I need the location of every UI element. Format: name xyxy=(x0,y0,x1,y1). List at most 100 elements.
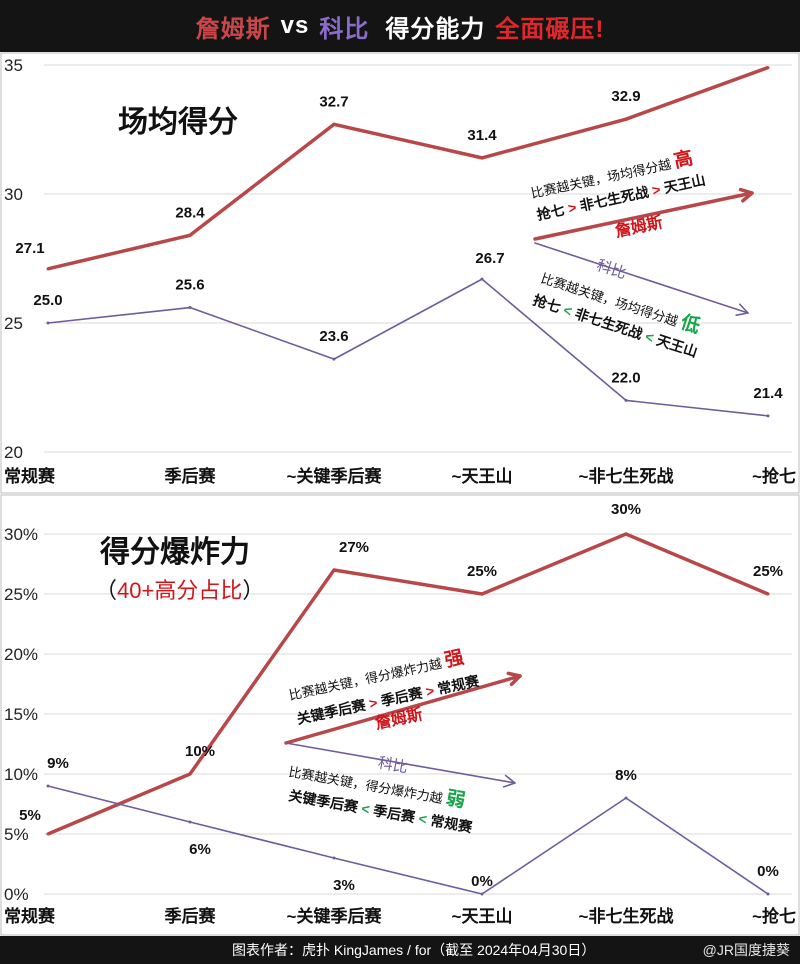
data-label: 22.0 xyxy=(611,369,640,386)
comparison-token: > xyxy=(420,681,439,700)
comparison-token: 常规赛 xyxy=(429,812,474,835)
x-category-label: 常规赛 xyxy=(4,906,56,926)
chart-footer: 图表作者：虎扑 KingJames / for（截至 2024年04月30日） … xyxy=(0,936,800,964)
annotation-arrow-james-shaft xyxy=(533,191,754,241)
data-point xyxy=(188,233,192,237)
data-point xyxy=(766,592,770,596)
data-point xyxy=(188,772,192,776)
x-category-label: ~天王山 xyxy=(452,467,513,486)
annotation-arrow-james-shaft xyxy=(284,674,522,745)
series-line-james xyxy=(47,65,769,271)
x-category-label: ~抢七 xyxy=(752,466,796,486)
data-label: 32.9 xyxy=(611,88,640,105)
data-point xyxy=(766,414,770,418)
data-point xyxy=(766,892,770,896)
chart-credit: 图表作者：虎扑 KingJames / for（截至 2024年04月30日） xyxy=(232,942,596,958)
banner-claim: 全面碾压! xyxy=(495,15,605,43)
chart-banner-title: 詹姆斯 vs 科比 得分能力 全面碾压! xyxy=(0,0,800,52)
annotation-arrow-kobe-head xyxy=(735,303,749,316)
data-point xyxy=(480,277,484,281)
y-tick-label: 10% xyxy=(4,765,38,784)
annotation-emphasis: 高 xyxy=(672,146,695,172)
data-point xyxy=(624,532,628,536)
annotation-kobe-name: 科比 xyxy=(377,755,410,777)
x-category-label: ~天王山 xyxy=(452,907,513,926)
watermark: @JR国度捷葵 xyxy=(702,942,790,958)
x-category-label: ~抢七 xyxy=(752,906,796,926)
x-category-label: ~关键季后赛 xyxy=(287,906,383,926)
data-label: 0% xyxy=(471,873,493,890)
data-point xyxy=(188,820,192,824)
subtitle-part: ） xyxy=(242,578,264,603)
x-category-label: 常规赛 xyxy=(4,466,56,486)
x-category-label: 季后赛 xyxy=(165,906,217,926)
chart-area: 20 25 30 35 常规赛 季后赛 ~关键季后赛 ~天王山 ~非七生死战 ~抢七 场均得分 27.… xyxy=(0,52,800,936)
comparison-token: 季后赛 xyxy=(371,802,417,825)
data-point xyxy=(332,357,336,361)
comparison-token: > xyxy=(563,198,582,217)
y-tick-label: 5% xyxy=(4,825,29,844)
y-tick-label: 35 xyxy=(4,56,23,75)
banner-kobe: 科比 xyxy=(319,15,370,43)
data-point xyxy=(624,117,628,121)
annotation-arrow-kobe-shaft xyxy=(534,242,749,314)
x-category-label: ~非七生死战 xyxy=(579,906,674,926)
y-tick-label: 20 xyxy=(4,443,23,462)
subtitle-part: （ xyxy=(95,578,117,603)
data-point xyxy=(624,398,628,402)
data-point xyxy=(480,592,484,596)
data-label: 34.9 xyxy=(753,52,782,54)
annotation-arrow-kobe-head xyxy=(502,774,516,788)
data-label: 25.0 xyxy=(33,292,62,309)
comparison-token: < xyxy=(414,809,433,828)
y-tick-label: 30% xyxy=(4,525,38,544)
x-category-label: 季后赛 xyxy=(165,466,217,486)
data-point xyxy=(332,856,336,860)
data-label: 28.4 xyxy=(175,204,205,221)
data-label: 3% xyxy=(333,877,355,894)
data-label: 25% xyxy=(467,563,497,580)
series-line-james xyxy=(47,532,769,836)
data-label: 10% xyxy=(185,743,215,760)
data-label: 5% xyxy=(19,807,41,824)
comparison-token: 抢七 xyxy=(535,201,566,222)
comparison-token: < xyxy=(558,300,578,320)
banner-vs: vs xyxy=(280,12,310,39)
chart-panel xyxy=(0,494,800,936)
y-tick-label: 0% xyxy=(4,885,29,904)
annotation-emphasis: 强 xyxy=(443,646,466,671)
banner-subject: 得分能力 xyxy=(385,15,486,43)
data-point xyxy=(46,784,50,788)
chart-subtitle: （40+高分占比） xyxy=(95,578,264,603)
data-point xyxy=(46,832,50,836)
data-label: 30% xyxy=(611,501,641,518)
data-point xyxy=(480,892,484,896)
comparison-token: > xyxy=(647,180,666,199)
annotation-arrow-james-head xyxy=(738,187,754,203)
chart-panel xyxy=(0,52,800,494)
y-tick-label: 30 xyxy=(4,185,23,204)
data-label: 21.4 xyxy=(753,385,783,402)
series-line-kobe xyxy=(47,278,769,417)
data-point xyxy=(332,568,336,572)
y-tick-label: 25% xyxy=(4,585,38,604)
comparison-token: < xyxy=(356,799,375,818)
data-label: 25.6 xyxy=(175,277,204,294)
data-point xyxy=(766,66,770,70)
data-label: 25% xyxy=(753,563,783,580)
y-tick-label: 20% xyxy=(4,645,38,664)
data-label: 32.7 xyxy=(319,93,348,110)
data-label: 27.1 xyxy=(15,240,44,257)
banner-james: 詹姆斯 xyxy=(195,15,271,43)
data-point xyxy=(480,156,484,160)
subtitle-part: 40+高分占比 xyxy=(117,578,242,603)
data-label: 6% xyxy=(189,841,211,858)
data-point xyxy=(46,267,50,271)
data-label: 23.6 xyxy=(319,328,348,345)
annotation-arrow-kobe-shaft xyxy=(285,742,516,784)
x-category-label: ~关键季后赛 xyxy=(287,466,383,486)
data-point xyxy=(624,796,628,800)
comparison-token: > xyxy=(364,693,383,712)
data-label: 26.7 xyxy=(475,250,504,267)
